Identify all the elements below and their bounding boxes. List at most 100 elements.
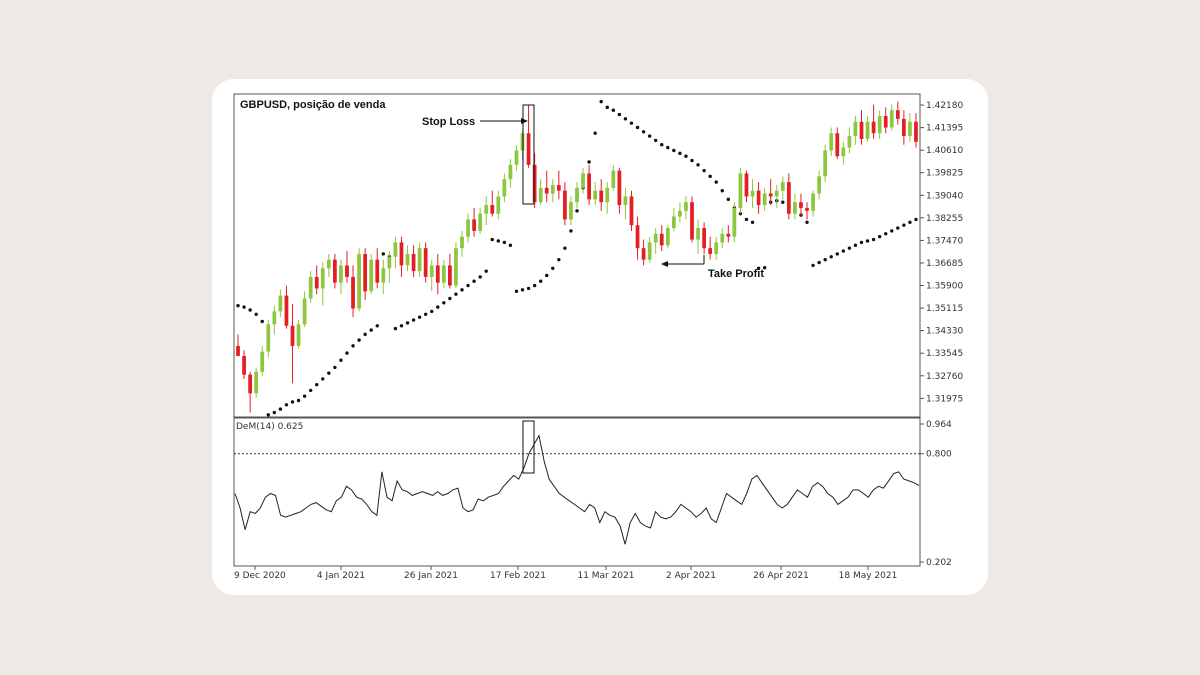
candle-body (865, 121, 870, 139)
sar-dot (696, 163, 700, 167)
candle-body (714, 242, 719, 254)
candle-body (369, 259, 374, 292)
sar-dot (829, 255, 833, 259)
price-tick-label: 1.34330 (926, 327, 963, 337)
sar-dot (345, 351, 349, 355)
candle-body (248, 374, 253, 394)
candle-body (266, 324, 271, 352)
sar-dot (684, 154, 688, 158)
candle-body (260, 351, 265, 372)
candle-body (508, 164, 513, 180)
candle-body (817, 176, 822, 194)
sar-dot (896, 226, 900, 230)
candle-body (526, 133, 531, 165)
candle-body (284, 295, 289, 326)
candle-body (544, 187, 549, 194)
candle-body (702, 228, 706, 249)
demarker-peak-box (522, 420, 535, 474)
sar-dot (726, 197, 731, 202)
sar-dot (890, 229, 894, 233)
candle-body (708, 248, 713, 254)
candle-body (393, 242, 398, 257)
sar-dot (454, 292, 458, 296)
candle-body (302, 298, 307, 325)
date-tick-label: 26 Apr 2021 (753, 571, 809, 581)
sar-dot (508, 243, 513, 247)
candle-body (726, 233, 731, 237)
demarker-tick-label: 0.202 (926, 558, 952, 568)
candle-body (678, 210, 682, 217)
sar-dot (448, 296, 452, 301)
sar-dot (690, 158, 694, 163)
candle-body (326, 259, 331, 269)
sar-dot (484, 269, 488, 273)
candle-body (363, 253, 368, 292)
candle-body (381, 268, 386, 283)
sar-dot (381, 252, 386, 256)
demarker-line (234, 434, 920, 545)
sar-dot (557, 257, 561, 262)
sar-dot (660, 143, 664, 147)
sar-dot (430, 309, 434, 314)
sar-dot (278, 407, 283, 411)
chart-card: 1.42180 1.41395 1.40610 1.39825 1.39040 1.382… (212, 79, 988, 595)
sar-dot (496, 239, 501, 243)
candle-body (671, 216, 676, 229)
candle-body (786, 182, 791, 214)
sar-dot (708, 174, 712, 179)
price-tick-label: 1.32760 (926, 372, 963, 382)
candle-body (296, 324, 301, 346)
sar-dot (254, 312, 258, 316)
sar-dot (587, 160, 591, 164)
date-tick-label: 9 Dec 2020 (234, 571, 286, 581)
sar-dot (423, 312, 428, 316)
candle-body (835, 133, 840, 157)
candle-body (859, 121, 864, 139)
sar-dot (436, 305, 440, 309)
candle-body (617, 170, 622, 206)
candle-body (847, 136, 852, 148)
candle-body (472, 219, 476, 231)
candle-body (405, 253, 410, 266)
sar-dot (617, 112, 622, 117)
sar-dot (908, 220, 912, 225)
sar-dot (817, 260, 821, 265)
candle-body (684, 202, 688, 211)
candle-body (732, 207, 737, 237)
candle-body (665, 228, 670, 246)
candlesticks (236, 101, 918, 413)
candle-body (871, 121, 876, 134)
candle-body (417, 248, 422, 272)
sar-dot (472, 279, 476, 283)
sar-dot (369, 328, 373, 332)
date-tick-label: 17 Feb 2021 (490, 571, 546, 581)
sar-dot (502, 240, 507, 245)
candle-body (635, 225, 640, 249)
sar-dot (284, 403, 289, 407)
candle-body (593, 190, 598, 200)
candle-body (460, 236, 464, 249)
sar-dot (466, 283, 470, 288)
sar-dot (236, 303, 240, 308)
take-profit-label: Take Profit (708, 268, 764, 280)
stop-loss-box (522, 104, 535, 205)
date-tick-label: 11 Mar 2021 (577, 571, 634, 581)
candle-body (423, 248, 428, 277)
demarker-pane: 0.964 0.800 0.202 DeM(14) 0.625 (233, 417, 952, 568)
candle-body (478, 213, 483, 231)
sar-dot (490, 237, 494, 242)
candle-body (829, 133, 834, 151)
sar-dot (884, 232, 888, 236)
candle-body (581, 173, 585, 188)
sar-dot (272, 410, 277, 415)
candle-body (435, 265, 440, 283)
sar-dot (865, 239, 870, 243)
sar-dot (266, 413, 270, 417)
candle-body (853, 121, 858, 137)
sar-dot (460, 288, 464, 292)
date-tick-label: 26 Jan 2021 (404, 571, 458, 581)
sar-dot (853, 243, 858, 247)
sar-dot (417, 315, 422, 319)
candle-body (641, 248, 646, 260)
candle-body (605, 187, 610, 203)
